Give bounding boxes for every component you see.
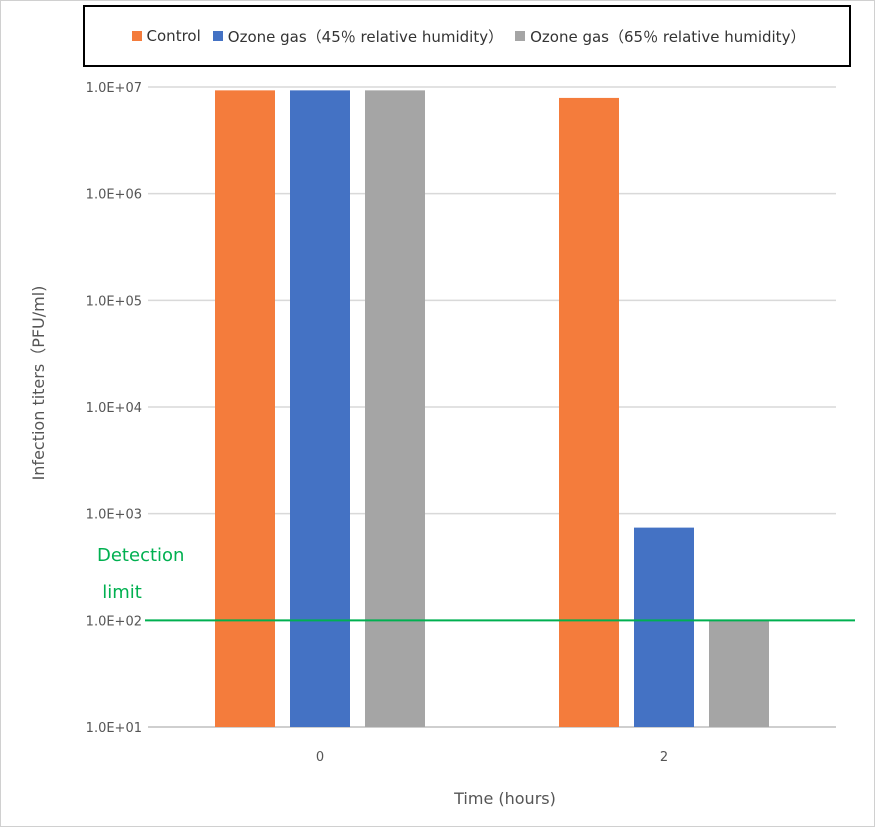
bar xyxy=(634,527,694,727)
legend-label: Ozone gas（65％ relative humidity） xyxy=(530,27,806,46)
legend-swatch xyxy=(212,31,223,41)
y-tick-label: 1.0E+01 xyxy=(86,721,142,736)
legend-item: Ozone gas（65％ relative humidity） xyxy=(515,26,805,47)
x-axis-title: Time (hours) xyxy=(453,789,556,808)
y-tick-label: 1.0E+06 xyxy=(86,188,142,203)
y-tick-label: 1.0E+02 xyxy=(86,614,142,629)
detection-limit-label: limit xyxy=(102,582,142,603)
legend-items: Control Ozone gas（45％ relative humidity） O… xyxy=(92,7,845,65)
legend: Control Ozone gas（45％ relative humidity） O… xyxy=(83,5,851,67)
legend-item: Control xyxy=(131,27,201,45)
legend-item: Ozone gas（45％ relative humidity） xyxy=(212,26,504,47)
bar xyxy=(559,97,619,727)
x-tick-label: 2 xyxy=(660,750,668,765)
x-tick-label: 0 xyxy=(316,750,324,765)
bar xyxy=(290,90,350,727)
y-tick-label: 1.0E+07 xyxy=(86,81,142,96)
bar xyxy=(215,90,275,727)
detection-limit-label: Detection xyxy=(97,545,184,566)
legend-label: Control xyxy=(146,27,201,45)
legend-label: Ozone gas（45％ relative humidity） xyxy=(227,27,504,46)
bar xyxy=(365,90,425,727)
legend-swatch xyxy=(515,31,526,41)
y-tick-label: 1.0E+03 xyxy=(86,508,142,523)
legend-swatch xyxy=(131,31,142,41)
bar xyxy=(709,620,769,727)
y-tick-label: 1.0E+05 xyxy=(86,294,142,309)
y-tick-label: 1.0E+04 xyxy=(86,401,142,416)
y-axis-title: Infection titers（PFU/ml) xyxy=(29,286,48,481)
